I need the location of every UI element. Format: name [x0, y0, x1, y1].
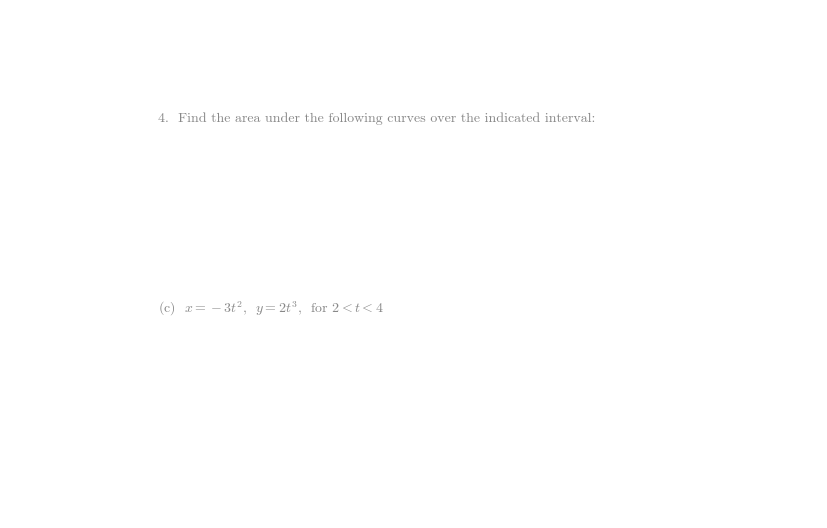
- Text: 4.  Find the area under the following curves over the indicated interval:: 4. Find the area under the following cur…: [158, 112, 595, 125]
- Text: (c)  $x = -3t^2$,  $y = 2t^3$,  for $2 < t < 4$: (c) $x = -3t^2$, $y = 2t^3$, for $2 < t …: [158, 299, 383, 317]
